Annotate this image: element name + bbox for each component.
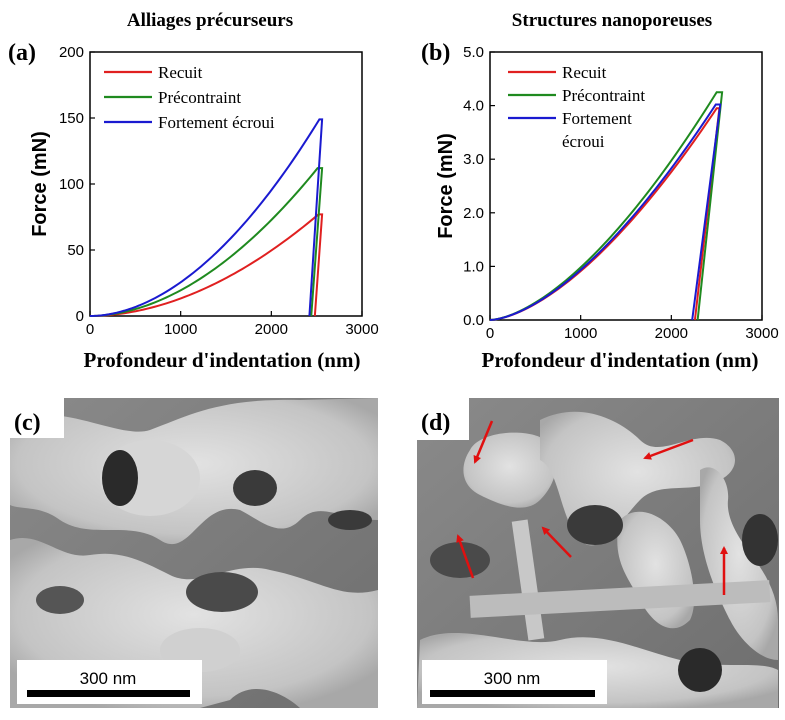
image-d-scale-bar bbox=[430, 690, 595, 697]
sem-image-c: (c) 300 nm bbox=[10, 398, 378, 708]
a-xtick-label: 2000 bbox=[255, 321, 288, 338]
a-ytick-label: 0 bbox=[76, 308, 84, 325]
a-series-2-line bbox=[89, 167, 324, 317]
image-d-scale-bar-label: 300 nm bbox=[484, 669, 541, 688]
chart-b-ylabel: Force (mN) bbox=[435, 133, 457, 239]
b-xtick-label: 3000 bbox=[745, 325, 778, 342]
chart-b-plot-frame bbox=[489, 51, 763, 321]
image-d-panel-letter: (d) bbox=[421, 410, 450, 436]
chart-b-xlabel: Profondeur d'indentation (nm) bbox=[482, 348, 759, 372]
a-ytick-label: 50 bbox=[67, 242, 84, 259]
b-ytick-label: 1.0 bbox=[463, 258, 484, 275]
b-series-3-line bbox=[489, 103, 722, 321]
chart-a-ylabel: Force (mN) bbox=[29, 131, 51, 237]
image-c-scale-bar-label: 300 nm bbox=[80, 669, 137, 688]
a-series-1-line bbox=[89, 213, 324, 317]
chart-a-panel-letter: (a) bbox=[8, 40, 36, 66]
chart-b-panel-letter: (b) bbox=[421, 40, 450, 66]
a-legend-label-1: Recuit bbox=[158, 63, 203, 82]
a-ytick-label: 150 bbox=[59, 110, 84, 127]
a-xtick-label: 0 bbox=[86, 321, 94, 338]
chart-a-xlabel: Profondeur d'indentation (nm) bbox=[84, 348, 361, 372]
a-ytick-label: 200 bbox=[59, 44, 84, 61]
b-ytick-label: 3.0 bbox=[463, 151, 484, 168]
b-ytick-label: 5.0 bbox=[463, 44, 484, 61]
b-legend-label-2: Précontraint bbox=[562, 86, 645, 105]
image-d-arrows bbox=[456, 420, 728, 595]
a-ytick-label: 100 bbox=[59, 176, 84, 193]
a-xtick-label: 3000 bbox=[345, 321, 378, 338]
b-ytick-label: 0.0 bbox=[463, 312, 484, 329]
arrow-4 bbox=[541, 526, 572, 558]
arrow-1 bbox=[473, 420, 494, 464]
a-series-3-line bbox=[89, 118, 324, 317]
chart-b-title: Structures nanoporeuses bbox=[512, 10, 712, 31]
a-legend-label-2: Précontraint bbox=[158, 88, 241, 107]
a-legend-label-3: Fortement écroui bbox=[158, 113, 275, 132]
image-c-scale-bar bbox=[27, 690, 190, 697]
b-xtick-label: 1000 bbox=[564, 325, 597, 342]
image-c-panel-letter: (c) bbox=[14, 410, 41, 436]
chart-b: (b) 0 1000 2000 3000 0.0 1.0 2.0 3.0 4.0 5.0 Recu… bbox=[421, 40, 779, 372]
sem-image-d: (d) 300 nm bbox=[417, 398, 779, 708]
b-legend-label-1: Recuit bbox=[562, 63, 607, 82]
b-ytick-label: 4.0 bbox=[463, 98, 484, 115]
b-legend-label-4: écroui bbox=[562, 132, 605, 151]
arrow-2 bbox=[643, 438, 694, 460]
b-legend-label-3: Fortement bbox=[562, 109, 632, 128]
arrow-3 bbox=[456, 534, 475, 579]
b-xtick-label: 0 bbox=[486, 325, 494, 342]
b-xtick-label: 2000 bbox=[655, 325, 688, 342]
b-ytick-label: 2.0 bbox=[463, 205, 484, 222]
chart-a: (a) 0 1000 2000 3000 0 50 100 150 200 Recuit Préc… bbox=[8, 40, 379, 372]
chart-a-title: Alliages précurseurs bbox=[127, 10, 293, 31]
a-xtick-label: 1000 bbox=[164, 321, 197, 338]
